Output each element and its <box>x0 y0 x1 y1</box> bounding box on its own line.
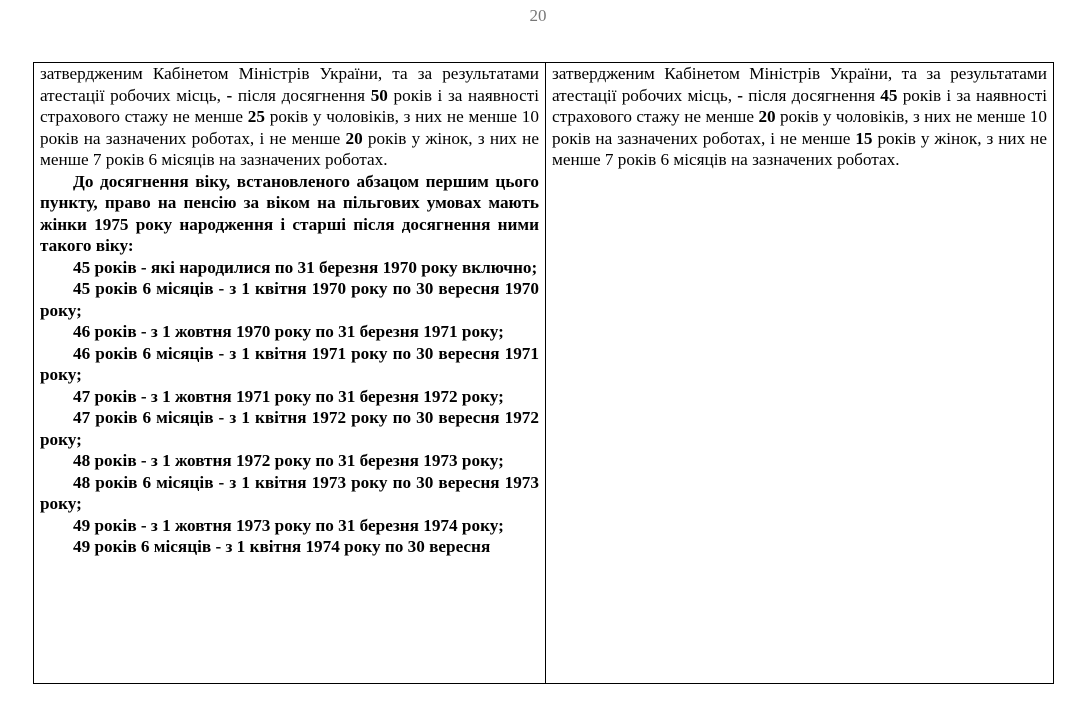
bold-text: 20 <box>345 128 363 148</box>
bold-text: - <box>226 85 233 105</box>
bold-text: 20 <box>758 107 776 126</box>
text-segment: 47 років - з 1 жовтня 1971 року по 31 бе… <box>73 386 504 406</box>
text-segment: 46 років - з 1 жовтня 1970 року по 31 бе… <box>73 322 504 341</box>
text-segment: 48 років - з 1 жовтня 1972 року по 31 бе… <box>73 451 504 470</box>
text-segment: років у чоловіків, з них не менше 10 рок… <box>40 107 539 148</box>
text-segment: 47 років 6 місяців - з 1 квітня 1972 рок… <box>40 408 539 449</box>
paragraph: 46 років 6 місяців - з 1 квітня 1971 рок… <box>40 343 539 386</box>
bold-text: 50 <box>370 85 388 105</box>
text-segment: 49 років - з 1 жовтня 1973 року по 31 бе… <box>73 515 504 535</box>
text-segment: 49 років 6 місяців - з 1 квітня 1974 рок… <box>73 537 491 556</box>
paragraph: 49 років 6 місяців - з 1 квітня 1974 рок… <box>40 536 539 558</box>
text-segment: років і за наявності страхового стажу не… <box>40 85 539 127</box>
text-segment: після досягнення <box>743 85 881 105</box>
paragraph: затвердженим Кабінетом Міністрів України… <box>40 63 539 171</box>
text-segment: 46 років 6 місяців - з 1 квітня 1971 рок… <box>40 343 539 385</box>
left-column-cell: затвердженим Кабінетом Міністрів України… <box>34 63 546 683</box>
paragraph: 46 років - з 1 жовтня 1970 року по 31 бе… <box>40 321 539 343</box>
right-column-cell: затвердженим Кабінетом Міністрів України… <box>546 63 1053 683</box>
text-segment: років у жінок, з них не менше 7 років 6 … <box>552 128 1047 170</box>
paragraph: До досягнення віку, встановленого абзацо… <box>40 171 539 257</box>
bold-text: 45 <box>880 85 898 105</box>
text-segment: років у чоловіків, з них не менше 10 рок… <box>552 107 1047 148</box>
text-segment: затвердженим Кабінетом Міністрів України… <box>40 64 539 105</box>
bold-text: 25 <box>247 107 265 126</box>
paragraph: 47 років - з 1 жовтня 1971 року по 31 бе… <box>40 386 539 408</box>
text-segment: років у жінок, з них не менше 7 років 6 … <box>40 128 539 170</box>
text-segment: 48 років 6 місяців - з 1 квітня 1973 рок… <box>40 472 539 514</box>
page-number: 20 <box>529 6 547 25</box>
paragraph: 48 років - з 1 жовтня 1972 року по 31 бе… <box>40 450 539 472</box>
text-segment: після досягнення <box>232 85 371 105</box>
bold-text: - <box>737 85 744 105</box>
text-segment: 45 років 6 місяців - з 1 квітня 1970 рок… <box>40 279 539 320</box>
paragraph: 47 років 6 місяців - з 1 квітня 1972 рок… <box>40 407 539 450</box>
paragraph: затвердженим Кабінетом Міністрів України… <box>552 63 1047 171</box>
paragraph: 45 років - які народилися по 31 березня … <box>40 257 539 279</box>
bold-text: 15 <box>855 128 873 148</box>
paragraph: 49 років - з 1 жовтня 1973 року по 31 бе… <box>40 515 539 537</box>
paragraph: 48 років 6 місяців - з 1 квітня 1973 рок… <box>40 472 539 515</box>
comparison-table: затвердженим Кабінетом Міністрів України… <box>33 62 1054 684</box>
paragraph: 45 років 6 місяців - з 1 квітня 1970 рок… <box>40 278 539 321</box>
text-segment: років і за наявності страхового стажу не… <box>552 85 1047 127</box>
text-segment: До досягнення віку, встановленого абзацо… <box>40 171 539 256</box>
text-segment: затвердженим Кабінетом Міністрів України… <box>552 64 1047 105</box>
text-segment: 45 років - які народилися по 31 березня … <box>73 257 538 277</box>
